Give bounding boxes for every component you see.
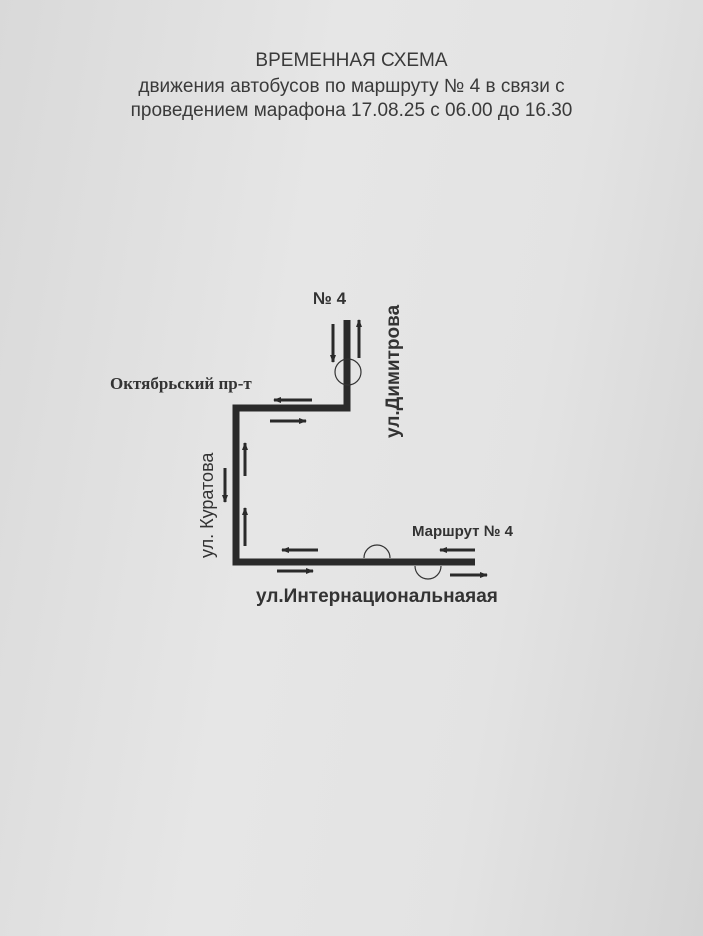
street-label-oktyabrsky: Октябрьский пр-т — [110, 374, 252, 393]
street-label-internatsionalnaya: ул.Интернациональнаяая — [256, 586, 498, 607]
street-label-kuratova: ул. Куратова — [197, 452, 217, 558]
bus-stop-icon — [414, 565, 442, 580]
scheme-title: ВРЕМЕННАЯ СХЕМА — [255, 50, 448, 71]
bus-stop-icon — [363, 544, 391, 559]
route-label: Маршрут № 4 — [412, 523, 514, 540]
route-number-label: № 4 — [313, 289, 347, 308]
scheme-subtitle-line1: движения автобусов по маршруту № 4 в свя… — [138, 76, 565, 97]
bus-route-line — [232, 320, 475, 566]
scheme-subtitle-line2: проведением марафона 17.08.25 с 06.00 до… — [130, 100, 573, 121]
street-label-dimitrova: ул.Димитрова — [383, 304, 404, 438]
bus-stop-icon — [334, 358, 362, 386]
